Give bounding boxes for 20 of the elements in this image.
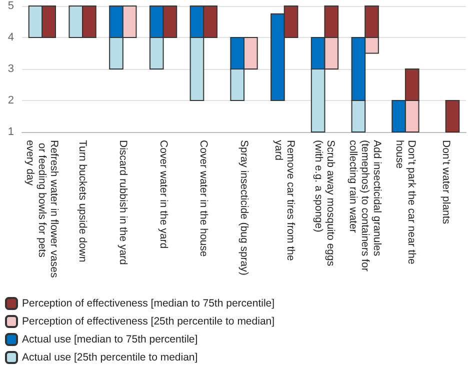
x-tick-label: Turn buckets upside down — [76, 140, 89, 262]
x-tick-label: Cover water in the house — [198, 140, 210, 257]
y-tick-label: 5 — [8, 0, 14, 12]
bar — [445, 100, 460, 132]
x-tick-label: Remove car tires from the yard — [272, 140, 296, 264]
x-tick-label: Spray insecticide (bug spray) — [238, 140, 250, 276]
x-tick-label: Cover water in the yard — [157, 140, 170, 249]
y-tick-label: 1 — [8, 126, 14, 138]
y-tick-label: 4 — [8, 32, 14, 44]
x-tick-label: Refresh water in flower vases or feeding bowls for pets every day — [24, 140, 60, 278]
x-tick-label: Don’t park the car near the house — [393, 140, 418, 268]
legend-label: Perception of effectiveness [median to 75th percentile] — [22, 298, 275, 310]
x-tick-label: Scrub away mosquito eggs (with e.g. a sponge) — [312, 140, 337, 269]
y-tick-label: 3 — [8, 63, 14, 75]
legend-label: Actual use [median to 75th percentile] — [22, 334, 198, 346]
y-tick-label: 2 — [8, 94, 14, 106]
x-tick-label: Don’t water plants — [440, 140, 452, 224]
x-tick-label: Discard rubbish in the yard — [116, 140, 129, 266]
legend-label: Actual use [25th percentile to median] — [22, 352, 198, 364]
legend-label: Perception of effectiveness [25th percentile to median] — [22, 316, 275, 328]
